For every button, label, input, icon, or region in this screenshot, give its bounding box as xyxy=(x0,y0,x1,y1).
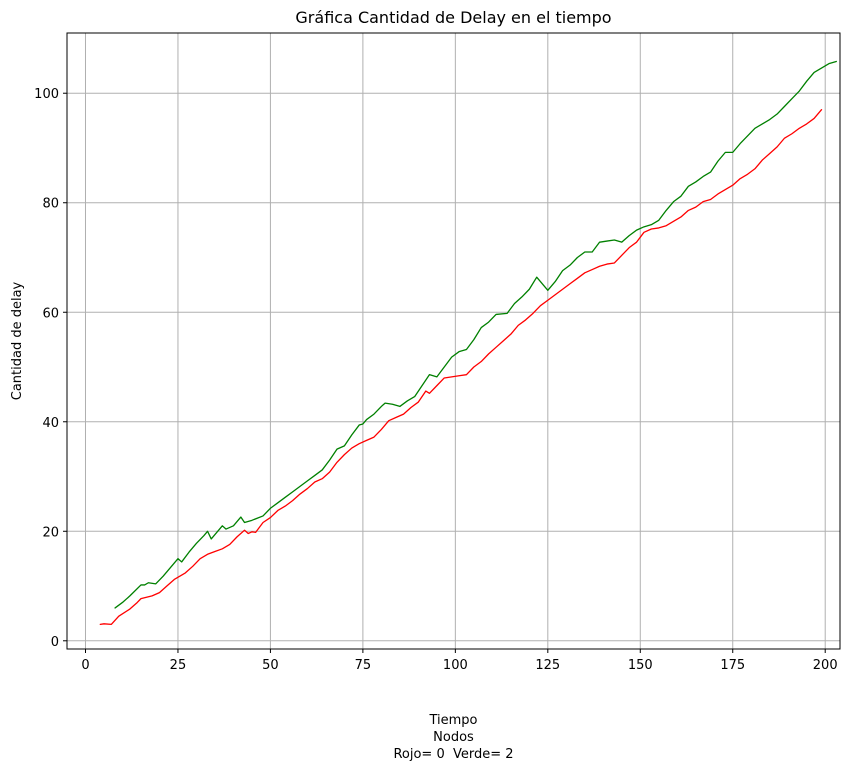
x-tick-label: 125 xyxy=(535,658,560,673)
y-tick-label: 100 xyxy=(34,87,59,102)
x-axis-label-line-2: Nodos xyxy=(433,730,474,745)
x-tick-label: 100 xyxy=(443,658,468,673)
x-tick-label: 0 xyxy=(81,658,89,673)
x-tick-label: 50 xyxy=(262,658,279,673)
x-tick-label: 200 xyxy=(813,658,838,673)
x-tick-label: 150 xyxy=(628,658,653,673)
y-axis-label: Cantidad de delay xyxy=(10,281,25,400)
y-tick-label: 60 xyxy=(42,306,59,321)
grid xyxy=(67,33,840,649)
y-tick-label: 0 xyxy=(51,635,59,650)
y-tick-label: 40 xyxy=(42,416,59,431)
y-tick-label: 20 xyxy=(42,525,59,540)
x-axis-label-line-3: Rojo= 0 Verde= 2 xyxy=(393,747,513,762)
series-line-0 xyxy=(99,109,823,626)
x-tick-label: 75 xyxy=(355,658,372,673)
series-line-1 xyxy=(114,60,837,609)
plot-area-frame xyxy=(66,32,841,650)
y-tick-label: 80 xyxy=(42,197,59,212)
series-group xyxy=(99,60,837,626)
x-tick-label: 25 xyxy=(170,658,187,673)
axis-ticks: 0 25 50 75 100 125 150 175 200 0 20 40 60 80 100 xyxy=(34,87,837,673)
x-axis-label-line-1: Tiempo xyxy=(428,713,477,728)
chart-title: Gráfica Cantidad de Delay en el tiempo xyxy=(295,8,611,27)
x-tick-label: 175 xyxy=(720,658,745,673)
